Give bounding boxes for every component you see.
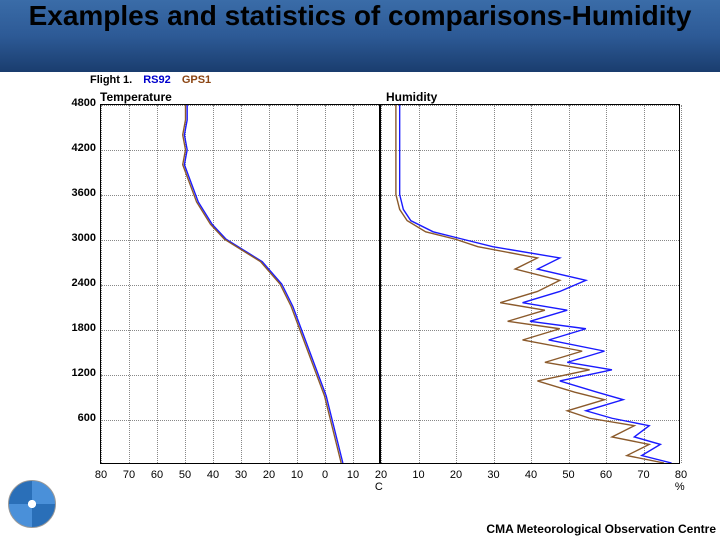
temperature-title: Temperature (100, 90, 172, 104)
flight-label: Flight 1. (90, 74, 132, 86)
sensor2-label: GPS1 (182, 74, 211, 86)
temp-rs92-trace (184, 105, 342, 463)
sensor1-label: RS92 (143, 74, 171, 86)
temp-gps1-trace (183, 105, 341, 463)
x-tick-label: 70 (123, 469, 135, 481)
chart-area: Flight 1. RS92 GPS1 Temperature Humidity… (60, 72, 690, 502)
x-tick-label: 40 (525, 469, 537, 481)
x-tick-label: 50 (179, 469, 191, 481)
x-tick-label: 20 (263, 469, 275, 481)
x-tick-label: 30 (235, 469, 247, 481)
page-title: Examples and statistics of comparisons-H… (0, 0, 720, 33)
y-tick-label: 3000 (62, 232, 96, 244)
y-tick-label: 2400 (62, 277, 96, 289)
trace-svg (101, 105, 379, 463)
x-tick-label: 70 (637, 469, 649, 481)
x-tick-label: 20 C (375, 469, 387, 493)
grid-line (681, 105, 682, 463)
x-tick-label: 40 (207, 469, 219, 481)
x-tick-label: 60 (151, 469, 163, 481)
x-tick-label: 80 % (675, 469, 687, 493)
x-tick-label: 20 (450, 469, 462, 481)
humidity-title: Humidity (386, 90, 437, 104)
x-tick-label: 0 (322, 469, 328, 481)
y-tick-label: 600 (62, 412, 96, 424)
x-tick-label: 60 (600, 469, 612, 481)
x-tick-label: 10 (412, 469, 424, 481)
x-tick-label: 50 (562, 469, 574, 481)
y-tick-label: 4200 (62, 142, 96, 154)
x-tick-label: 80 (95, 469, 107, 481)
cma-logo-icon (8, 480, 56, 528)
y-tick-label: 3600 (62, 187, 96, 199)
x-tick-label: 10 (347, 469, 359, 481)
title-banner: Examples and statistics of comparisons-H… (0, 0, 720, 72)
y-tick-label: 1200 (62, 367, 96, 379)
y-tick-label: 4800 (62, 97, 96, 109)
footer-text: CMA Meteorological Observation Centre (486, 522, 716, 536)
trace-svg (381, 105, 679, 463)
chart-header: Flight 1. RS92 GPS1 (90, 74, 211, 86)
temperature-plot: 807060504030201001020 C (100, 104, 380, 464)
y-tick-label: 1800 (62, 322, 96, 334)
hum-gps1-trace (396, 105, 664, 463)
hum-rs92-trace (400, 105, 672, 463)
humidity-plot: 1020304050607080 % (380, 104, 680, 464)
x-tick-label: 30 (487, 469, 499, 481)
x-tick-label: 10 (291, 469, 303, 481)
